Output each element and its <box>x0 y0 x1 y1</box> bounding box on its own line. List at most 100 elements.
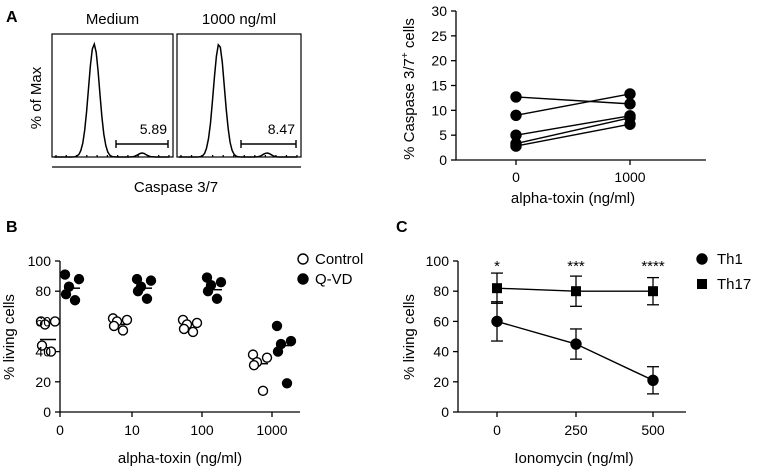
data-point <box>510 140 522 152</box>
y-tick-label: 0 <box>43 404 51 420</box>
x-tick-label: 1000 <box>256 422 287 438</box>
y-tick-label: 60 <box>433 313 449 329</box>
x-axis-title: Ionomycin (ng/ml) <box>514 450 633 467</box>
data-point <box>178 323 190 335</box>
y-tick-label: 15 <box>431 78 447 94</box>
gate-percent-label: 8.47 <box>268 121 295 137</box>
data-point <box>45 346 57 357</box>
x-tick-label: 100 <box>190 422 214 438</box>
data-point <box>108 320 120 332</box>
histogram-curve <box>54 41 169 158</box>
histogram-frame <box>51 33 174 158</box>
data-point <box>202 286 214 297</box>
panel-letter-b: B <box>6 219 18 236</box>
data-point-square <box>571 286 581 297</box>
y-tick-label: 20 <box>431 53 447 69</box>
histogram-frame <box>176 33 302 158</box>
data-point <box>36 340 48 351</box>
x-tick-label: 250 <box>564 422 588 438</box>
legend-label: Control <box>315 251 363 268</box>
data-point <box>285 335 297 347</box>
data-point <box>248 359 260 371</box>
data-point <box>145 275 157 286</box>
panel-letter-a: A <box>6 9 18 26</box>
y-tick-label: 80 <box>35 283 51 299</box>
y-tick-label: 5 <box>439 127 447 143</box>
data-point <box>271 320 283 332</box>
data-point <box>117 325 129 336</box>
y-tick-label: 80 <box>433 283 449 299</box>
data-point <box>211 293 223 304</box>
legend-label: Th1 <box>717 251 743 268</box>
data-point <box>191 317 203 329</box>
y-axis-title: % Caspase 3/7+ cells <box>400 18 418 160</box>
histogram-title: Medium <box>86 11 139 28</box>
x-axis-title: alpha-toxin (ng/ml) <box>118 450 242 467</box>
x-tick-label: 0 <box>56 422 64 438</box>
data-point <box>257 385 269 397</box>
data-point <box>510 109 522 122</box>
x-tick-label: 1000 <box>614 169 645 185</box>
y-tick-label: 0 <box>441 404 449 420</box>
data-point <box>272 346 284 357</box>
histogram-curve <box>179 43 297 158</box>
paired-line <box>515 115 631 136</box>
data-point <box>49 316 61 327</box>
y-tick-label: 20 <box>35 374 51 390</box>
y-axis-title-tail: cells <box>401 18 418 52</box>
y-tick-label: 40 <box>433 344 449 360</box>
paired-line <box>515 117 631 145</box>
legend-marker <box>697 279 707 289</box>
data-point <box>187 326 199 338</box>
data-point <box>121 314 133 326</box>
y-axis-title: % living cells <box>1 294 18 380</box>
legend-marker <box>696 253 708 265</box>
data-point <box>647 374 659 386</box>
data-point <box>39 319 51 330</box>
data-point <box>624 98 636 110</box>
y-tick-label: 20 <box>433 374 449 390</box>
y-axis-title-main: % Caspase 3/7 <box>401 58 418 160</box>
x-tick-label: 10 <box>124 422 140 438</box>
data-point <box>59 269 71 280</box>
significance-label: *** <box>567 258 585 275</box>
histogram-title: 1000 ng/ml <box>202 11 276 28</box>
legend-label: Th17 <box>717 276 751 293</box>
x-tick-label: 500 <box>641 422 665 438</box>
series-line <box>496 320 654 381</box>
gate-percent-label: 5.89 <box>140 121 167 137</box>
x-tick-label: 0 <box>512 169 520 185</box>
data-point <box>281 378 293 389</box>
data-point <box>215 276 227 288</box>
data-point <box>491 315 503 328</box>
significance-label: **** <box>641 258 665 275</box>
data-point <box>510 91 522 103</box>
data-point <box>261 352 273 363</box>
paired-line <box>515 123 631 147</box>
legend-marker <box>297 273 309 285</box>
data-point <box>69 295 81 306</box>
y-tick-label: 60 <box>35 313 51 329</box>
data-point <box>624 118 636 130</box>
data-point-square <box>648 286 658 297</box>
data-point <box>624 88 636 100</box>
paired-line <box>515 93 631 116</box>
x-tick-label: 0 <box>493 422 501 438</box>
data-point <box>60 289 72 300</box>
data-point <box>132 286 144 297</box>
y-tick-label: 100 <box>28 253 52 269</box>
data-point <box>73 273 85 285</box>
y-axis-title-sup: + <box>400 52 411 58</box>
panel-letter-c: C <box>396 219 408 236</box>
data-point <box>141 293 153 304</box>
y-tick-label: 30 <box>431 3 447 19</box>
legend-marker <box>297 253 309 265</box>
data-point <box>570 338 582 350</box>
significance-label: * <box>494 258 500 275</box>
legend-label: Q-VD <box>315 271 353 288</box>
y-tick-label: 25 <box>431 28 447 44</box>
paired-line <box>515 96 631 105</box>
histogram-xlabel: Caspase 3/7 <box>134 179 218 196</box>
x-axis-title: alpha-toxin (ng/ml) <box>511 190 635 207</box>
